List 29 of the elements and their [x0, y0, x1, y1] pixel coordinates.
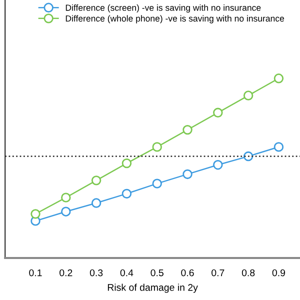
- point: [152, 178, 162, 188]
- point: [122, 158, 132, 168]
- x-tick-label: 0.9: [272, 269, 286, 276]
- x-tick-label: 0.8: [242, 269, 255, 276]
- legend-label: Difference (screen) -ve is saving with no insurance: [66, 4, 261, 13]
- point: [274, 142, 284, 152]
- point: [213, 108, 223, 118]
- x-tick-label: 0.5: [150, 269, 164, 276]
- point: [152, 142, 162, 152]
- x-tick-label: 0.1: [29, 269, 42, 276]
- point: [30, 209, 40, 219]
- point: [61, 206, 71, 216]
- point: [243, 90, 254, 100]
- x-tick-label: 0.7: [212, 269, 224, 276]
- point: [182, 124, 192, 135]
- x-tick-label: 0.6: [181, 269, 194, 276]
- point: [243, 151, 254, 162]
- point: [182, 169, 192, 180]
- point: [61, 192, 71, 202]
- point: [122, 188, 132, 199]
- point: [274, 74, 284, 84]
- legend-label: Difference (whole phone) -ve is saving with no insurance: [66, 15, 284, 24]
- point: [91, 176, 102, 186]
- point: [91, 198, 102, 208]
- x-axis-title: Risk of damage in 2y: [108, 284, 198, 293]
- x-tick-label: 0.4: [120, 269, 134, 276]
- x-tick-label: 0.3: [90, 269, 103, 276]
- x-tick-label: 0.2: [60, 269, 72, 276]
- point: [213, 160, 223, 170]
